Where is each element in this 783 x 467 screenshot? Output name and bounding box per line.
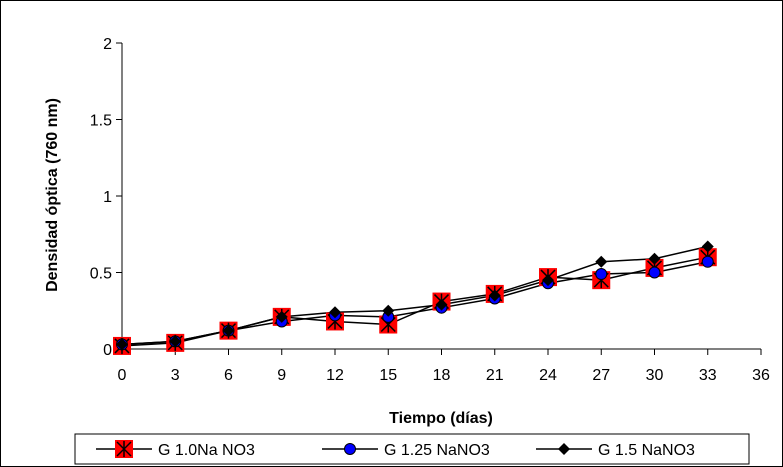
series-0 [121,256,708,347]
axes: 00.511.520 3 6 9 12 15 18 21 24 27 30 33 36 [90,36,770,384]
x-axis-title: Tiempo (días) [389,410,493,427]
x-tick-label: 9 [277,367,286,384]
x-tick-label: 24 [539,367,557,384]
series-layer [113,240,717,355]
x-tick-label: 36 [752,367,770,384]
y-axis-title: Densidad óptica (760 nm) [44,98,61,292]
x-tick-label: 21 [486,367,504,384]
data-point [701,255,714,268]
x-tick-label: 18 [433,367,451,384]
data-point [329,306,341,319]
x-tick-label: 3 [171,367,180,384]
data-point [488,289,501,302]
legend: G 1.0Na NO3 G 1.25 NaNO3 G 1.5 NaNO3 [74,433,750,465]
data-point [542,274,554,287]
x-tick-label: 6 [224,367,233,384]
legend-entry-2: G 1.5 NaNO3 [536,442,695,459]
series-2 [121,245,708,346]
legend-entry-1: G 1.25 NaNO3 [322,442,490,459]
x-tick-label: 33 [699,367,717,384]
series-markers-0 [113,248,717,355]
x-tick-label: 27 [592,367,610,384]
y-tick-label: 0.5 [90,266,112,283]
x-tick-label: 12 [326,367,344,384]
legend-label: G 1.5 NaNO3 [598,442,695,459]
series-line [121,261,708,346]
data-point [222,324,235,337]
legend-marker [558,443,570,455]
legend-box [74,433,750,465]
legend-label: G 1.25 NaNO3 [384,442,490,459]
series-line [121,256,708,347]
x-tick-label: 15 [379,367,397,384]
data-point [116,338,128,351]
x-tick-label: 30 [646,367,664,384]
legend-label: G 1.0Na NO3 [158,442,255,459]
series-markers-2 [116,240,714,351]
data-point [648,252,661,265]
legend-marker [115,440,133,458]
x-tick-label: 0 [118,367,127,384]
y-tick-label: 1.5 [90,113,112,130]
data-point [595,255,608,268]
series-1 [121,261,708,346]
data-point [701,240,714,253]
data-point [435,298,448,311]
legend-marker [344,443,356,455]
data-point [275,310,288,323]
y-tick-label: 1 [103,189,112,206]
series-line [121,245,708,346]
data-point [595,268,608,281]
legend-entry-0: G 1.0Na NO3 [96,440,255,459]
y-tick-label: 2 [103,36,112,53]
y-tick-label: 0 [103,342,112,359]
data-point [648,266,661,279]
data-point [382,304,395,317]
data-point [169,335,182,348]
